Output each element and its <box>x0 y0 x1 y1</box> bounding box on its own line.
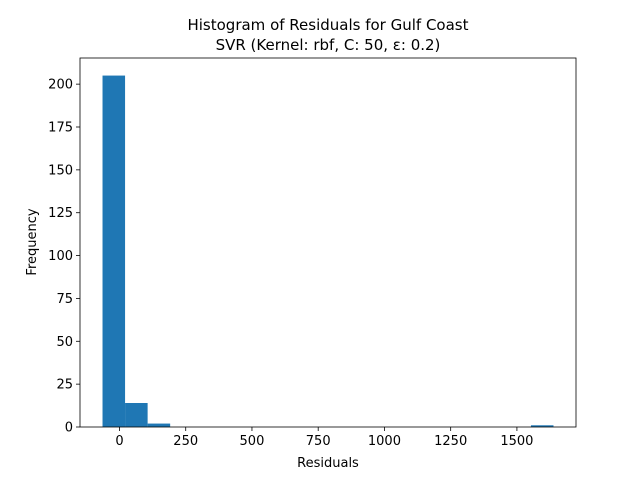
x-tick-label: 1500 <box>500 434 533 449</box>
bar <box>147 423 171 427</box>
chart-title: Histogram of Residuals for Gulf Coast <box>187 16 468 34</box>
x-tick-label: 250 <box>173 434 198 449</box>
y-tick-label: 100 <box>48 249 73 264</box>
bar <box>102 75 126 428</box>
y-tick-label: 150 <box>48 163 73 178</box>
y-tick-label: 75 <box>56 292 73 307</box>
bar <box>530 425 554 427</box>
x-tick-label: 1000 <box>368 434 401 449</box>
x-tick-label: 500 <box>240 434 265 449</box>
x-axis-label: Residuals <box>297 456 359 471</box>
x-tick-label: 750 <box>306 434 331 449</box>
x-tick-label: 1250 <box>434 434 467 449</box>
x-tick-label: 0 <box>115 434 123 449</box>
y-tick-label: 0 <box>65 421 73 436</box>
y-tick-label: 25 <box>56 378 73 393</box>
y-tick-label: 200 <box>48 78 73 93</box>
chart-subtitle: SVR (Kernel: rbf, C: 50, ε: 0.2) <box>216 36 441 54</box>
y-tick-label: 125 <box>48 206 73 221</box>
axes-frame <box>79 57 577 428</box>
y-tick-label: 175 <box>48 121 73 136</box>
bar <box>125 403 148 427</box>
y-axis-label: Frequency <box>25 208 40 275</box>
y-tick-label: 50 <box>56 335 73 350</box>
